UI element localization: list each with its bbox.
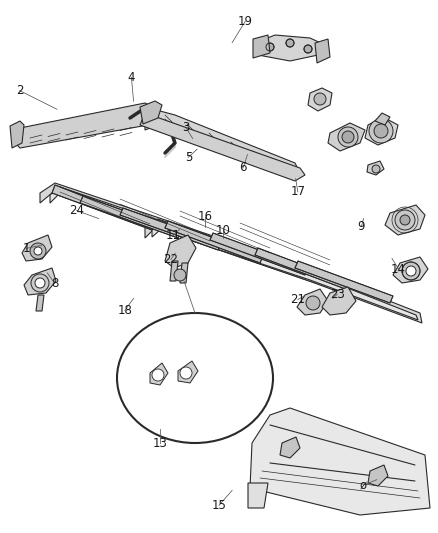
Polygon shape [393,257,428,283]
Circle shape [266,43,274,51]
Circle shape [342,131,354,143]
Polygon shape [178,361,198,383]
Text: 4: 4 [127,71,135,84]
Circle shape [180,367,192,379]
Circle shape [406,266,416,276]
Circle shape [304,45,312,53]
Polygon shape [255,248,351,290]
Circle shape [400,215,410,225]
Polygon shape [80,196,181,238]
Circle shape [402,262,420,280]
Polygon shape [22,235,52,261]
Circle shape [374,124,388,138]
Circle shape [314,93,326,105]
Polygon shape [15,103,155,148]
Text: 13: 13 [152,437,167,450]
Circle shape [286,39,294,47]
Polygon shape [295,261,393,303]
Text: 21: 21 [290,293,305,306]
Polygon shape [250,408,430,515]
Text: 17: 17 [290,185,305,198]
Polygon shape [52,185,155,230]
Polygon shape [10,121,24,148]
Polygon shape [140,101,162,124]
Circle shape [30,243,46,259]
Text: 23: 23 [330,288,345,301]
Polygon shape [24,268,56,295]
Polygon shape [280,437,300,458]
Text: 10: 10 [216,224,231,237]
Polygon shape [40,183,350,295]
Text: 1: 1 [22,242,30,255]
Polygon shape [120,208,221,250]
Text: 2: 2 [16,84,24,97]
Text: 14: 14 [391,263,406,276]
Polygon shape [36,295,44,311]
Polygon shape [165,235,196,268]
Polygon shape [140,113,305,181]
Text: 22: 22 [163,253,178,266]
Text: 16: 16 [198,211,212,223]
Polygon shape [315,39,330,63]
Circle shape [35,278,45,288]
Polygon shape [248,483,268,508]
Text: 18: 18 [117,304,132,317]
Circle shape [395,210,415,230]
Polygon shape [50,187,344,293]
Polygon shape [170,261,178,281]
Polygon shape [367,161,384,175]
Polygon shape [145,111,300,173]
Circle shape [338,127,358,147]
Polygon shape [152,222,418,320]
Text: 3: 3 [183,122,190,134]
Polygon shape [368,465,388,486]
Polygon shape [165,221,263,263]
Text: 19: 19 [238,15,253,28]
Text: 6: 6 [239,161,247,174]
Text: 8: 8 [51,277,58,290]
Polygon shape [365,117,398,145]
Polygon shape [180,263,188,283]
Circle shape [369,119,393,143]
Text: 5: 5 [185,151,192,164]
Polygon shape [255,35,325,61]
Polygon shape [253,35,270,58]
Circle shape [152,369,164,381]
Text: 9: 9 [357,220,365,233]
Circle shape [34,247,42,255]
Circle shape [306,296,320,310]
Text: 15: 15 [212,499,226,512]
Polygon shape [375,113,390,125]
Polygon shape [322,287,356,315]
Polygon shape [328,123,365,151]
Polygon shape [150,363,168,385]
Text: ø: ø [360,479,367,491]
Ellipse shape [117,313,273,443]
Polygon shape [385,205,425,235]
Text: 24: 24 [69,204,84,217]
Polygon shape [210,233,308,275]
Circle shape [31,274,49,292]
Circle shape [174,269,186,281]
Circle shape [372,165,380,173]
Polygon shape [297,289,328,315]
Text: 11: 11 [166,229,180,242]
Polygon shape [308,88,332,111]
Polygon shape [145,219,422,323]
